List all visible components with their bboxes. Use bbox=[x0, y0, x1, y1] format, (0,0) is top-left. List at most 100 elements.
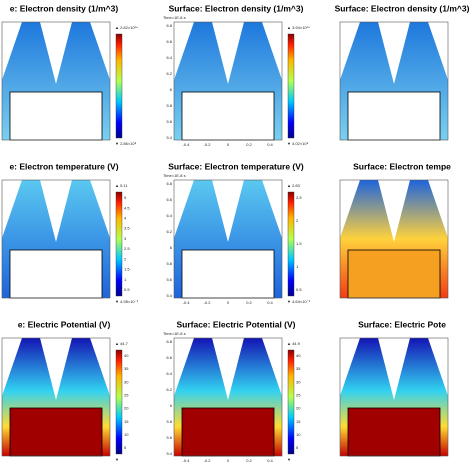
colorbar-max: ▲ 2.83 bbox=[287, 183, 301, 188]
panel-title: e: Electric Potential (V) bbox=[18, 319, 111, 329]
x-tick-label: 0.2 bbox=[246, 142, 252, 147]
x-tick-label: 0.4 bbox=[267, 300, 273, 305]
colorbar-tick-label: 30 bbox=[296, 379, 301, 384]
y-tick-label: 5.6 bbox=[166, 435, 172, 440]
y-tick-label: 6.2 bbox=[166, 387, 172, 392]
colorbar bbox=[115, 33, 123, 139]
y-tick-label: 6.8 bbox=[166, 23, 172, 28]
x-tick-label: -0.4 bbox=[183, 458, 191, 463]
y-tick-label: 6.6 bbox=[166, 355, 172, 360]
colorbar-tick-label: 1.5 bbox=[124, 267, 130, 272]
frame bbox=[1, 21, 111, 141]
panel-title: e: Electron temperature (V) bbox=[9, 161, 118, 171]
y-tick-label: 6.8 bbox=[166, 339, 172, 344]
colorbar-tick-label: 15 bbox=[296, 419, 301, 424]
x-tick-label: 0 bbox=[227, 142, 230, 147]
void bbox=[40, 22, 72, 84]
y-tick-label: 5.6 bbox=[166, 277, 172, 282]
colorbar-tick-label: 35 bbox=[296, 366, 301, 371]
colorbar-min: ▼ bbox=[115, 457, 119, 462]
time-label: Time=1E-8 s bbox=[163, 15, 186, 20]
colorbar-tick-label: 5 bbox=[124, 445, 127, 450]
electrode bbox=[9, 407, 103, 457]
panel: Surface: Electric Pote bbox=[339, 319, 449, 457]
void bbox=[428, 180, 448, 238]
colorbar-tick-label: 4.5 bbox=[124, 205, 130, 210]
x-tick-label: -0.4 bbox=[183, 142, 191, 147]
colorbar-min: ▼ 4.64×10⁻³ bbox=[287, 299, 311, 304]
colorbar-min: ▼ bbox=[287, 457, 291, 462]
colorbar-max: ▲ 44.9 bbox=[287, 341, 301, 346]
electrode bbox=[9, 91, 103, 141]
void bbox=[262, 338, 282, 396]
colorbar-tick-label: 2 bbox=[124, 256, 127, 261]
colorbar-tick-label: 15 bbox=[124, 419, 129, 424]
y-tick-label: 5.4 bbox=[166, 135, 172, 140]
void bbox=[428, 22, 448, 80]
colorbar-tick-label: 2 bbox=[296, 218, 299, 223]
electrode bbox=[347, 249, 441, 299]
void bbox=[90, 22, 110, 80]
colorbar-tick-label: 40 bbox=[124, 353, 129, 358]
colorbar-tick-label: 3 bbox=[124, 236, 127, 241]
panel-title: Surface: Electric Potential (V) bbox=[176, 319, 295, 329]
frame bbox=[339, 337, 449, 457]
y-tick-label: 5.4 bbox=[166, 451, 172, 456]
frame bbox=[173, 21, 283, 141]
colorbar-max: ▲ 5.11 bbox=[115, 183, 128, 188]
y-tick-label: 5.8 bbox=[166, 261, 172, 266]
colorbar-tick-label: 1 bbox=[124, 277, 127, 282]
x-tick-label: 0.2 bbox=[246, 458, 252, 463]
colorbar-min: ▼ 4.98×10⁻³ bbox=[115, 299, 139, 304]
colorbar-tick-label: 5 bbox=[124, 195, 127, 200]
void bbox=[212, 338, 244, 400]
y-tick-label: 5.8 bbox=[166, 103, 172, 108]
y-tick-label: 6 bbox=[170, 403, 173, 408]
colorbar-tick-label: 20 bbox=[296, 406, 301, 411]
void bbox=[2, 338, 22, 396]
void bbox=[90, 180, 110, 238]
electrode bbox=[181, 249, 275, 299]
colorbar bbox=[287, 33, 295, 139]
y-tick-label: 6 bbox=[170, 87, 173, 92]
frame bbox=[173, 337, 283, 457]
void bbox=[340, 338, 360, 396]
panel: Surface: Electron tempe bbox=[339, 161, 451, 299]
y-tick-label: 6.6 bbox=[166, 39, 172, 44]
panel-title: Surface: Electric Pote bbox=[358, 319, 446, 329]
frame bbox=[1, 179, 111, 299]
colorbar-tick-label: 5 bbox=[296, 445, 299, 450]
y-tick-label: 5.8 bbox=[166, 419, 172, 424]
frame bbox=[1, 337, 111, 457]
void bbox=[40, 180, 72, 242]
colorbar-min: ▼ 4.02×10⁸ bbox=[287, 141, 309, 146]
panel: e: Electron temperature (V) ▲ 5.11 ▼ 4.98×… bbox=[1, 161, 139, 304]
void bbox=[340, 22, 360, 80]
colorbar-tick-label: 40 bbox=[296, 353, 301, 358]
x-tick-label: -0.2 bbox=[204, 300, 212, 305]
colorbar-tick-label: 25 bbox=[124, 392, 129, 397]
panel: Surface: Electric Potential (V) Time=1E-8… bbox=[163, 319, 301, 463]
colorbar-tick-label: 25 bbox=[296, 392, 301, 397]
electrode bbox=[347, 407, 441, 457]
void bbox=[90, 338, 110, 396]
void bbox=[40, 338, 72, 400]
y-tick-label: 6.4 bbox=[166, 213, 172, 218]
void bbox=[212, 22, 244, 84]
frame bbox=[339, 21, 449, 141]
void bbox=[262, 22, 282, 80]
void bbox=[212, 180, 244, 242]
y-tick-label: 6.4 bbox=[166, 55, 172, 60]
colorbar-tick-label: 2.5 bbox=[124, 246, 130, 251]
panel: e: Electric Potential (V) ▲ 44.7 ▼ 40 35 30 25… bbox=[1, 319, 129, 462]
panel-title: Surface: Electron density (1/m^3) bbox=[335, 3, 470, 13]
x-tick-label: 0.4 bbox=[267, 142, 273, 147]
panel: Surface: Electron density (1/m^3) bbox=[335, 3, 470, 141]
colorbar-min: ▼ 2.86×10⁸ bbox=[115, 141, 137, 146]
colorbar-tick-label: 20 bbox=[124, 406, 129, 411]
panel-title: e: Electron density (1/m^3) bbox=[10, 3, 119, 13]
void bbox=[262, 180, 282, 238]
x-tick-label: 0.2 bbox=[246, 300, 252, 305]
y-tick-label: 5.6 bbox=[166, 119, 172, 124]
